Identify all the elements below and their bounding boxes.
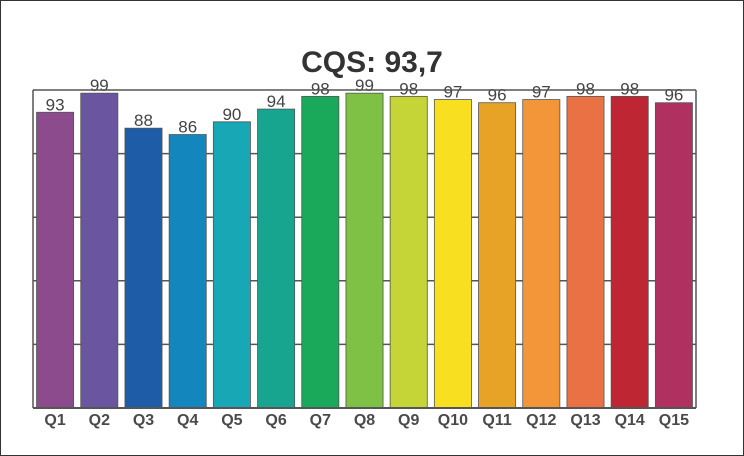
category-label: Q11 (482, 412, 511, 429)
bar-q9 (389, 95, 428, 409)
value-label: 96 (488, 86, 507, 105)
category-label: Q3 (133, 412, 154, 429)
value-label: 88 (134, 111, 153, 130)
category-label: Q6 (265, 412, 286, 429)
value-label: 98 (399, 79, 418, 98)
bar-q4 (168, 134, 207, 409)
category-label: Q12 (526, 412, 556, 429)
category-label: Q8 (354, 412, 375, 429)
bar-q11 (478, 102, 517, 409)
category-labels: Q1 Q2 Q3 Q4 Q5 Q6 Q7 Q8 Q9 Q10 Q11 Q12 Q13 Q14 Q15 (44, 412, 689, 429)
value-label: 97 (532, 83, 551, 102)
value-label: 96 (664, 86, 683, 105)
value-label: 90 (222, 105, 241, 124)
bar-q1 (36, 111, 75, 409)
value-label: 93 (46, 95, 65, 114)
category-label: Q15 (659, 412, 689, 429)
value-label: 98 (576, 79, 595, 98)
bar-q12 (522, 99, 561, 409)
category-label: Q5 (221, 412, 242, 429)
bar-q7 (301, 95, 340, 409)
category-label: Q9 (398, 412, 419, 429)
bar-q2 (80, 92, 119, 409)
bar-q6 (257, 108, 296, 409)
value-label: 86 (178, 118, 197, 137)
value-label: 98 (620, 79, 639, 98)
chart-title: CQS: 93,7 (301, 46, 443, 79)
bar-q3 (124, 127, 163, 409)
value-label: 99 (90, 76, 109, 95)
axes (32, 89, 697, 409)
bar-q14 (610, 95, 649, 409)
category-label: Q10 (438, 412, 468, 429)
bar-q10 (433, 99, 472, 409)
category-label: Q2 (89, 412, 110, 429)
value-label: 99 (355, 76, 374, 95)
category-label: Q14 (615, 412, 645, 429)
category-label: Q1 (44, 412, 65, 429)
bar-q8 (345, 92, 384, 409)
value-label: 98 (311, 79, 330, 98)
bar-q5 (212, 121, 251, 409)
bars (36, 92, 693, 409)
value-label: 94 (267, 92, 286, 111)
value-label: 97 (443, 83, 462, 102)
bar-q13 (566, 95, 605, 409)
category-label: Q13 (570, 412, 600, 429)
category-label: Q4 (177, 412, 198, 429)
category-label: Q7 (310, 412, 331, 429)
bar-q15 (654, 102, 693, 409)
